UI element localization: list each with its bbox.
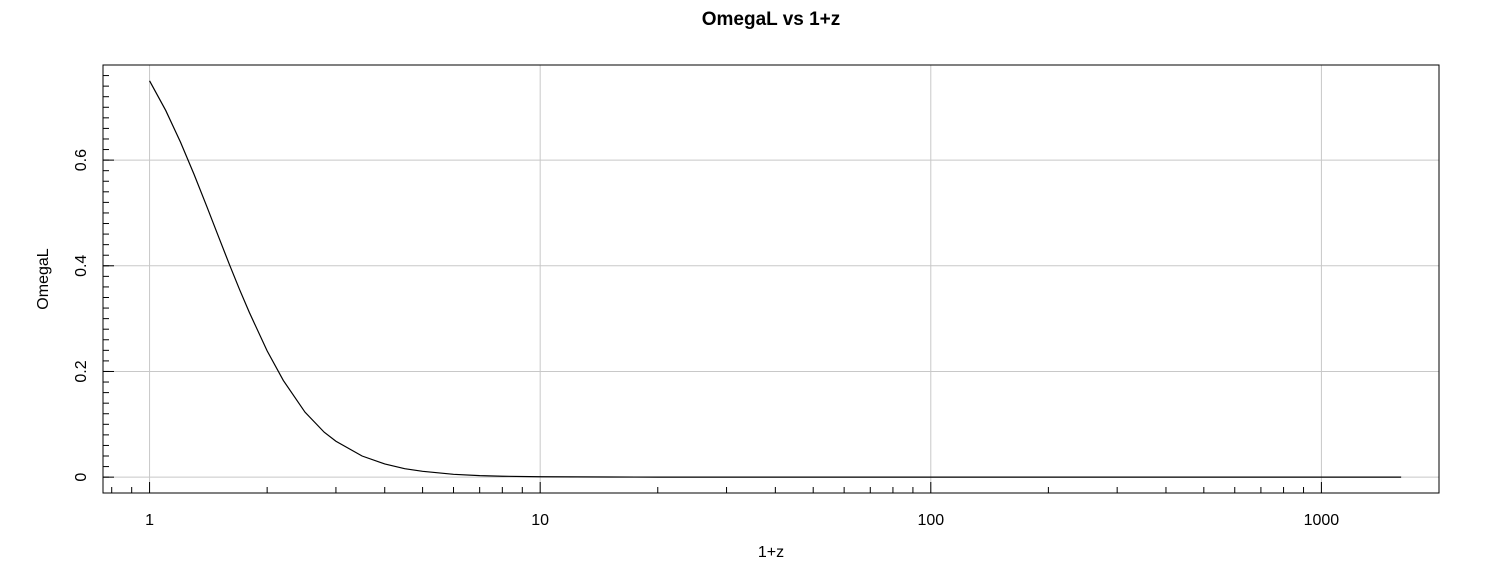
grid (103, 65, 1439, 493)
x-tick-label: 10 (531, 512, 549, 529)
y-tick-label: 0.6 (73, 149, 90, 171)
curve-layer (149, 80, 1402, 478)
y-axis: 0 0.2 0.4 0.6 (73, 75, 114, 482)
x-tick-label: 1 (145, 512, 154, 529)
x-tick-label: 1000 (1304, 512, 1340, 529)
series-line (149, 80, 1402, 478)
x-tick-label: 100 (917, 512, 944, 529)
y-axis-label: OmegaL (35, 248, 52, 309)
x-axis-label: 1+z (758, 544, 784, 561)
x-axis: 1 10 100 1000 (111, 482, 1440, 529)
y-tick-label: 0.4 (73, 255, 90, 277)
plot-frame (102, 64, 1440, 494)
y-tick-label: 0.2 (73, 360, 90, 382)
chart-title: OmegaL vs 1+z (702, 9, 841, 30)
y-tick-label: 0 (73, 473, 90, 482)
